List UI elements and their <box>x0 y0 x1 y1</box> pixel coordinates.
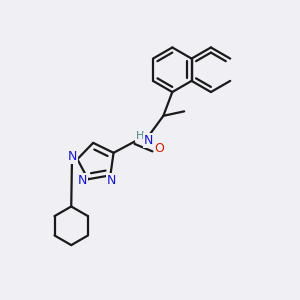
Text: H: H <box>135 131 144 141</box>
Text: N: N <box>67 150 77 163</box>
Text: N: N <box>107 174 117 187</box>
Text: N: N <box>144 134 153 147</box>
Text: O: O <box>155 142 165 155</box>
Text: N: N <box>77 174 87 187</box>
